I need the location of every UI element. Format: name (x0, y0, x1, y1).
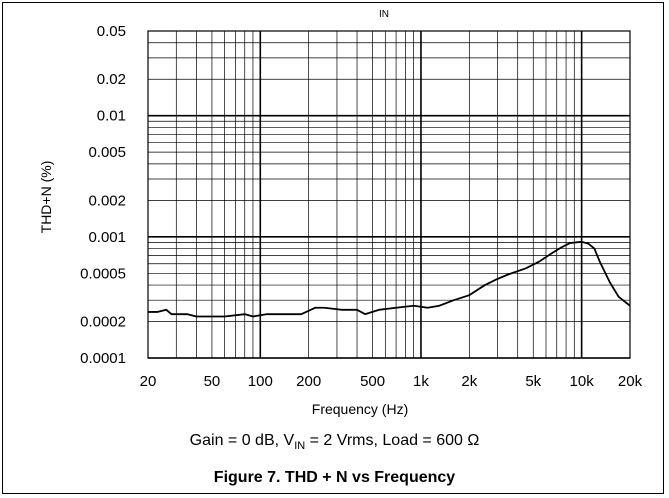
x-tick-label: 5k (525, 373, 541, 390)
figure-caption: Figure 7. THD + N vs Frequency (213, 469, 456, 486)
y-tick-label: 0.0001 (80, 350, 126, 367)
y-tick-label: 0.02 (97, 71, 126, 88)
x-tick-label: 200 (296, 373, 321, 390)
figure-frame (2, 2, 664, 494)
x-tick-label: 2k (461, 373, 477, 390)
y-tick-label: 0.0002 (80, 314, 126, 331)
top-note: IN (379, 9, 389, 20)
x-axis-label: Frequency (Hz) (312, 401, 408, 417)
y-tick-label: 0.05 (97, 23, 126, 40)
cond-suffix: = 2 Vrms, Load = 600 Ω (305, 432, 480, 449)
y-tick-label: 0.0005 (80, 265, 126, 282)
x-tick-label: 100 (248, 373, 273, 390)
test-conditions: Gain = 0 dB, VIN = 2 Vrms, Load = 600 Ω (0, 432, 669, 452)
x-tick-label: 20k (618, 373, 643, 390)
x-tick-label: 10k (570, 373, 595, 390)
plot-border (147, 30, 631, 359)
y-tick-label: 0.01 (97, 108, 126, 125)
x-tick-label: 500 (360, 373, 385, 390)
y-tick-label: 0.005 (88, 144, 126, 161)
x-tick-label: 1k (413, 373, 429, 390)
y-tick-label: 0.002 (88, 192, 126, 209)
y-tick-label: 0.001 (88, 229, 126, 246)
cond-subscript: IN (294, 440, 306, 453)
x-tick-label: 50 (204, 373, 221, 390)
y-axis-label: THD+N (%) (38, 161, 54, 234)
cond-prefix: Gain = 0 dB, V (189, 432, 295, 449)
x-tick-label: 20 (140, 373, 157, 390)
series-line (148, 240, 631, 318)
